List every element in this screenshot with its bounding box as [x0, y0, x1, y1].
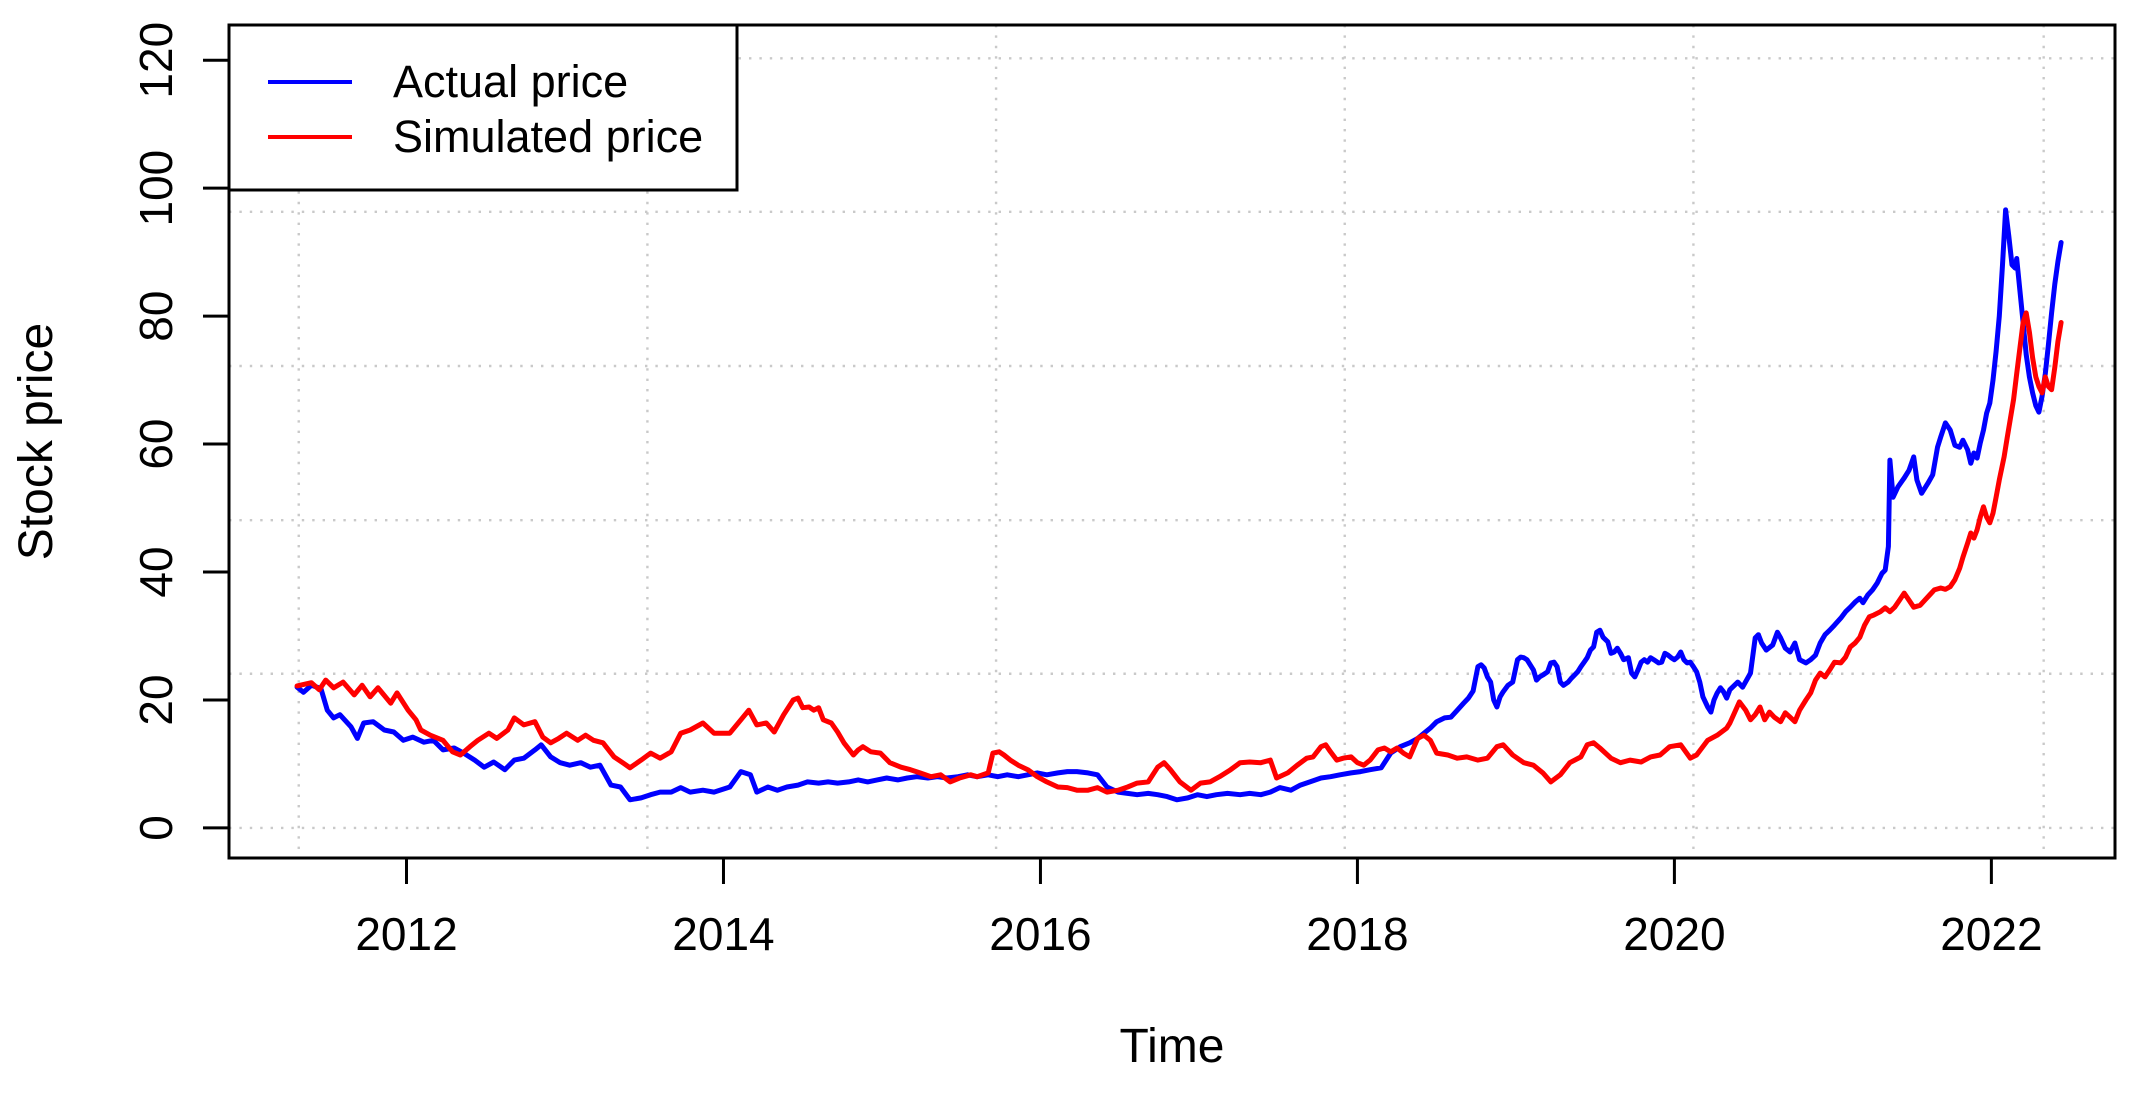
y-tick-label: 20: [130, 674, 182, 725]
y-tick-label: 0: [130, 815, 182, 841]
y-axis-title: Stock price: [10, 323, 63, 560]
x-axis-title: Time: [1120, 1020, 1225, 1073]
actual-price-line: [294, 207, 2064, 803]
x-tick-label: 2020: [1623, 908, 1725, 960]
x-tick-label: 2018: [1306, 908, 1408, 960]
plot-border-box: [227, 23, 2117, 860]
y-tick-label: 60: [130, 418, 182, 469]
x-tick-label: 2014: [672, 908, 774, 960]
y-tick-label: 80: [130, 291, 182, 342]
legend-simulated-label: Simulated price: [393, 111, 703, 162]
legend-box: [227, 23, 739, 192]
legend-actual-label: Actual price: [393, 56, 628, 107]
y-tick-label: 120: [130, 22, 182, 99]
x-tick-label: 2012: [355, 908, 457, 960]
x-tick-label: 2022: [1940, 908, 2042, 960]
y-tick-label: 40: [130, 546, 182, 597]
x-tick-label: 2016: [989, 908, 1091, 960]
simulated-price-line: [294, 310, 2064, 795]
x-axis: 2012 2014 2016 2018 2020 2022: [355, 858, 2043, 960]
y-axis: 0 20 40 60 80 100 120: [130, 22, 229, 841]
y-tick-label: 100: [130, 150, 182, 227]
